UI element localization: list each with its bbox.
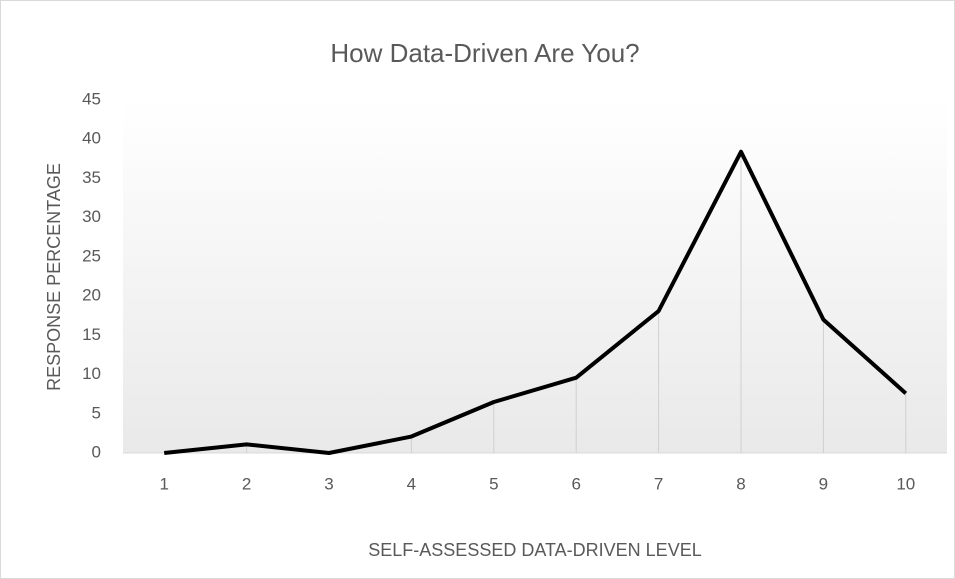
y-tick-label: 35 [82, 168, 101, 187]
x-tick-label: 8 [736, 474, 745, 493]
x-tick-label: 7 [654, 474, 663, 493]
x-tick-label: 1 [159, 474, 168, 493]
x-axis-label: SELF-ASSESSED DATA-DRIVEN LEVEL [368, 540, 701, 560]
y-tick-label: 20 [82, 286, 101, 305]
y-tick-label: 45 [82, 89, 101, 108]
x-tick-label: 3 [324, 474, 333, 493]
y-tick-label: 10 [82, 364, 101, 383]
x-tick-label: 2 [242, 474, 251, 493]
x-tick-label: 10 [896, 474, 915, 493]
x-tick-label: 4 [407, 474, 416, 493]
x-tick-label: 9 [819, 474, 828, 493]
y-tick-label: 30 [82, 207, 101, 226]
x-tick-label: 6 [571, 474, 580, 493]
plot-area [123, 100, 947, 453]
y-tick-label: 40 [82, 129, 101, 148]
y-tick-label: 15 [82, 325, 101, 344]
y-tick-label: 5 [92, 403, 101, 422]
x-tick-label: 5 [489, 474, 498, 493]
chart-title: How Data-Driven Are You? [330, 38, 639, 68]
y-tick-label: 25 [82, 246, 101, 265]
y-tick-label: 0 [92, 442, 101, 461]
y-axis-label: RESPONSE PERCENTAGE [44, 163, 64, 391]
data-line [163, 149, 908, 455]
